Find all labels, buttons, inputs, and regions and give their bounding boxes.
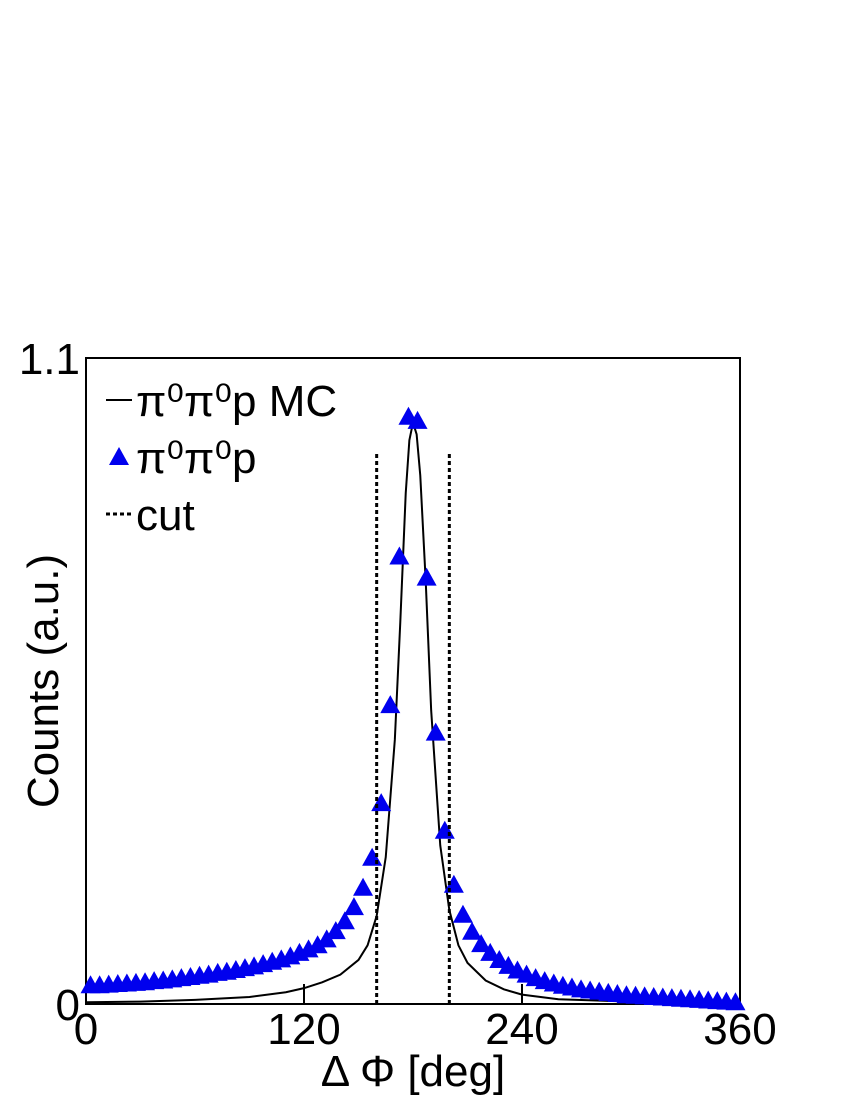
data-point (462, 921, 483, 940)
legend-label: cut (136, 491, 195, 540)
data-point (371, 793, 392, 812)
x-tick-label: 360 (703, 1005, 776, 1054)
data-point (452, 904, 473, 923)
data-point (362, 847, 383, 866)
y-axis-label: Counts (a.u.) (19, 554, 68, 808)
data-point (380, 695, 401, 714)
x-tick-label: 240 (485, 1005, 558, 1054)
mc-curve (85, 422, 741, 1004)
x-tick-label: 0 (74, 1005, 98, 1054)
data-point (334, 911, 355, 930)
data-point (325, 921, 346, 940)
data-point (343, 897, 364, 916)
y-tick-label: 1.1 (19, 335, 80, 384)
x-tick-label: 120 (267, 1005, 340, 1054)
data-point (407, 410, 428, 429)
data-point (425, 722, 446, 741)
plot-frame (85, 357, 741, 1005)
data-point (353, 877, 374, 896)
data-point (416, 567, 437, 586)
data-point (471, 934, 492, 953)
data-point (443, 874, 464, 893)
legend-symbol (109, 447, 129, 465)
legend-label: π⁰π⁰p MC (136, 377, 337, 426)
data-point (389, 546, 410, 565)
y-tick-label: 0 (56, 981, 80, 1030)
data-point (307, 935, 328, 954)
x-axis-label: Δ Φ [deg] (321, 1047, 505, 1096)
data-point (480, 942, 501, 961)
legend-label: π⁰π⁰p (136, 434, 256, 483)
data-point (725, 992, 746, 1011)
